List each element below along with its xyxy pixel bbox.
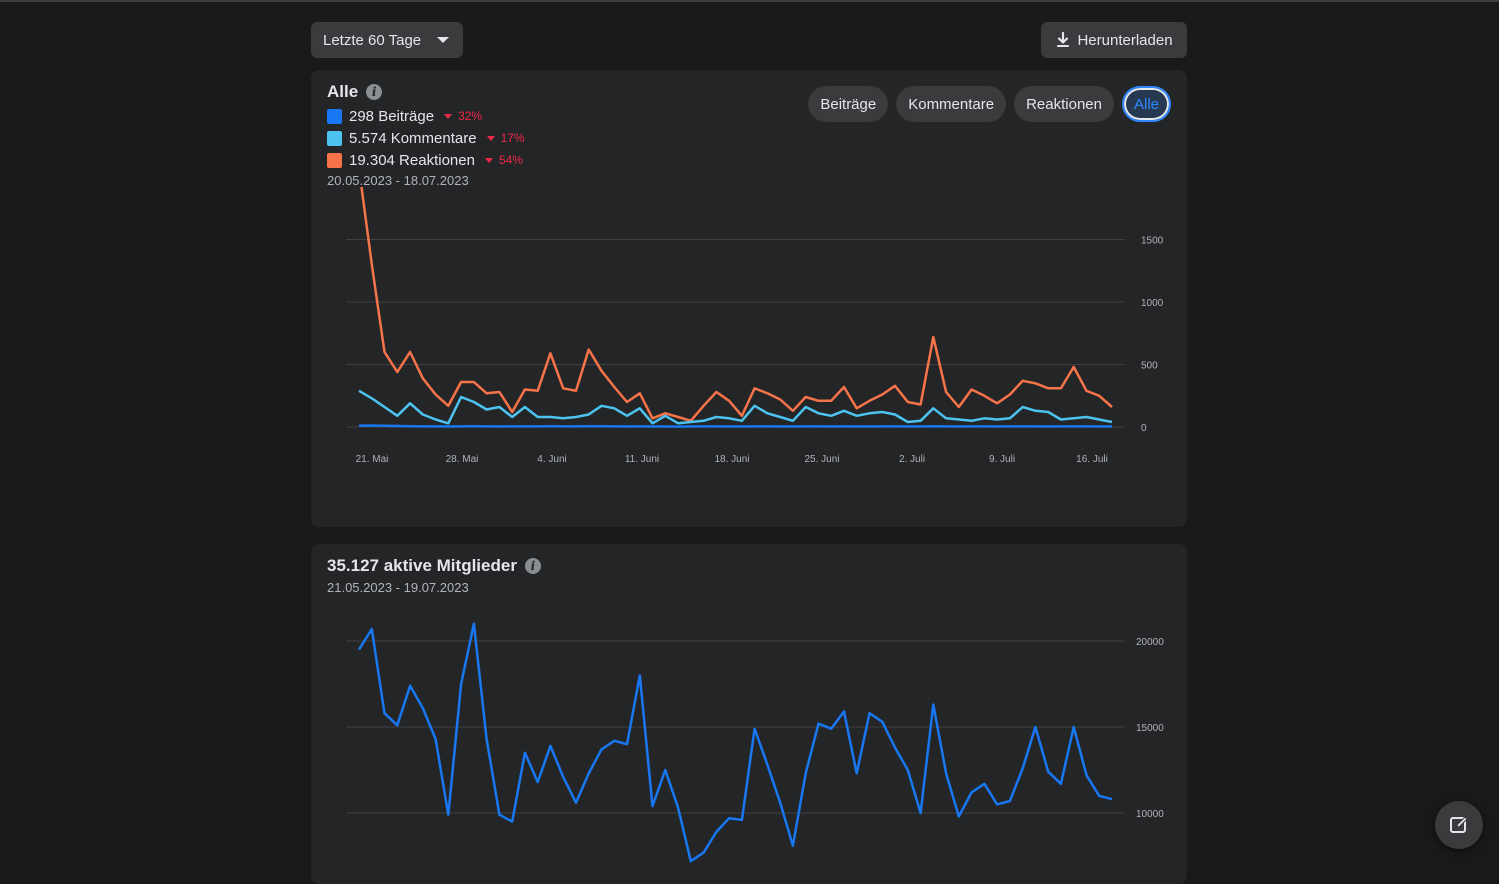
x-tick-label: 9. Juli xyxy=(989,454,1015,465)
y-tick-label: 15000 xyxy=(1136,723,1164,734)
series-line-kommentare xyxy=(358,389,1113,425)
x-tick-label: 18. Juni xyxy=(714,454,749,465)
activity-title-text: Alle xyxy=(327,82,359,101)
filter-posts-button[interactable]: Beiträge xyxy=(808,86,889,122)
y-tick-label: 1000 xyxy=(1141,298,1164,309)
trend-down-icon xyxy=(486,135,495,141)
download-button[interactable]: Herunterladen xyxy=(1041,22,1187,58)
legend-delta-comments: 17% xyxy=(486,131,525,145)
series-line-reaktionen xyxy=(360,187,1113,423)
legend-item-posts: 298 Beiträge 32% xyxy=(327,105,525,127)
activity-card: Alle i 298 Beiträge 32% 5.574 Kommentare… xyxy=(311,70,1187,527)
x-tick-label: 21. Mai xyxy=(356,454,389,465)
legend-label-posts: 298 Beiträge xyxy=(349,107,435,125)
x-tick-label: 4. Juni xyxy=(537,454,566,465)
legend-delta-posts-value: 32% xyxy=(458,109,483,123)
legend-delta-posts: 32% xyxy=(444,109,482,123)
filter-comments-button[interactable]: Kommentare xyxy=(896,86,1007,122)
download-icon xyxy=(1057,32,1070,47)
legend-label-comments: 5.574 Kommentare xyxy=(349,129,477,147)
x-tick-label: 11. Juni xyxy=(625,454,659,465)
legend-swatch-reactions xyxy=(327,152,342,168)
legend-swatch-posts xyxy=(327,108,342,124)
toolbar: Letzte 60 Tage Herunterladen xyxy=(311,22,1187,58)
info-icon[interactable]: i xyxy=(524,558,541,574)
filter-all-button[interactable]: Alle xyxy=(1121,86,1171,122)
y-tick-label: 500 xyxy=(1141,361,1158,372)
series-line-beiträge xyxy=(358,424,1112,428)
legend-label-reactions: 19.304 Reaktionen xyxy=(349,151,475,169)
activity-filters: Beiträge Kommentare Reaktionen Alle xyxy=(808,86,1171,122)
filter-reactions-button[interactable]: Reaktionen xyxy=(1014,86,1114,122)
members-chart: 10000 15000 20000 xyxy=(346,622,1164,863)
legend-item-comments: 5.574 Kommentare 17% xyxy=(327,127,525,149)
y-tick-label: 0 xyxy=(1141,423,1147,434)
top-divider xyxy=(0,0,1499,2)
edit-icon xyxy=(1450,816,1468,833)
legend-item-reactions: 19.304 Reaktionen 54% xyxy=(327,149,525,171)
caret-down-icon xyxy=(437,37,449,43)
activity-date-range: 20.05.2023 - 18.07.2023 xyxy=(327,173,469,188)
date-range-dropdown[interactable]: Letzte 60 Tage xyxy=(311,22,463,58)
legend-swatch-comments xyxy=(327,130,342,146)
activity-title: Alle i xyxy=(327,82,383,102)
legend-delta-comments-value: 17% xyxy=(500,131,525,145)
y-tick-label: 1500 xyxy=(1141,236,1164,247)
compose-button[interactable] xyxy=(1435,801,1483,849)
y-tick-label: 10000 xyxy=(1136,809,1164,820)
x-tick-label: 25. Juni xyxy=(804,454,839,465)
trend-down-icon xyxy=(444,113,453,119)
members-title-text: 35.127 aktive Mitglieder xyxy=(327,556,517,575)
x-tick-label: 2. Juli xyxy=(899,454,925,465)
x-tick-label: 16. Juli xyxy=(1076,454,1108,465)
activity-legend: 298 Beiträge 32% 5.574 Kommentare 17% 19… xyxy=(327,105,525,171)
members-title: 35.127 aktive Mitglieder i xyxy=(327,556,541,576)
x-tick-label: 28. Mai xyxy=(446,454,479,465)
members-date-range: 21.05.2023 - 19.07.2023 xyxy=(327,580,469,595)
legend-delta-reactions: 54% xyxy=(484,153,523,167)
legend-delta-reactions-value: 54% xyxy=(498,153,523,167)
date-range-dropdown-label: Letzte 60 Tage xyxy=(323,31,422,49)
series-line-members xyxy=(357,622,1113,863)
members-card: 35.127 aktive Mitglieder i 21.05.2023 - … xyxy=(311,544,1187,884)
trend-down-icon xyxy=(484,157,493,163)
download-button-label: Herunterladen xyxy=(1077,31,1173,49)
info-icon[interactable]: i xyxy=(366,84,383,100)
y-tick-label: 20000 xyxy=(1136,637,1164,648)
